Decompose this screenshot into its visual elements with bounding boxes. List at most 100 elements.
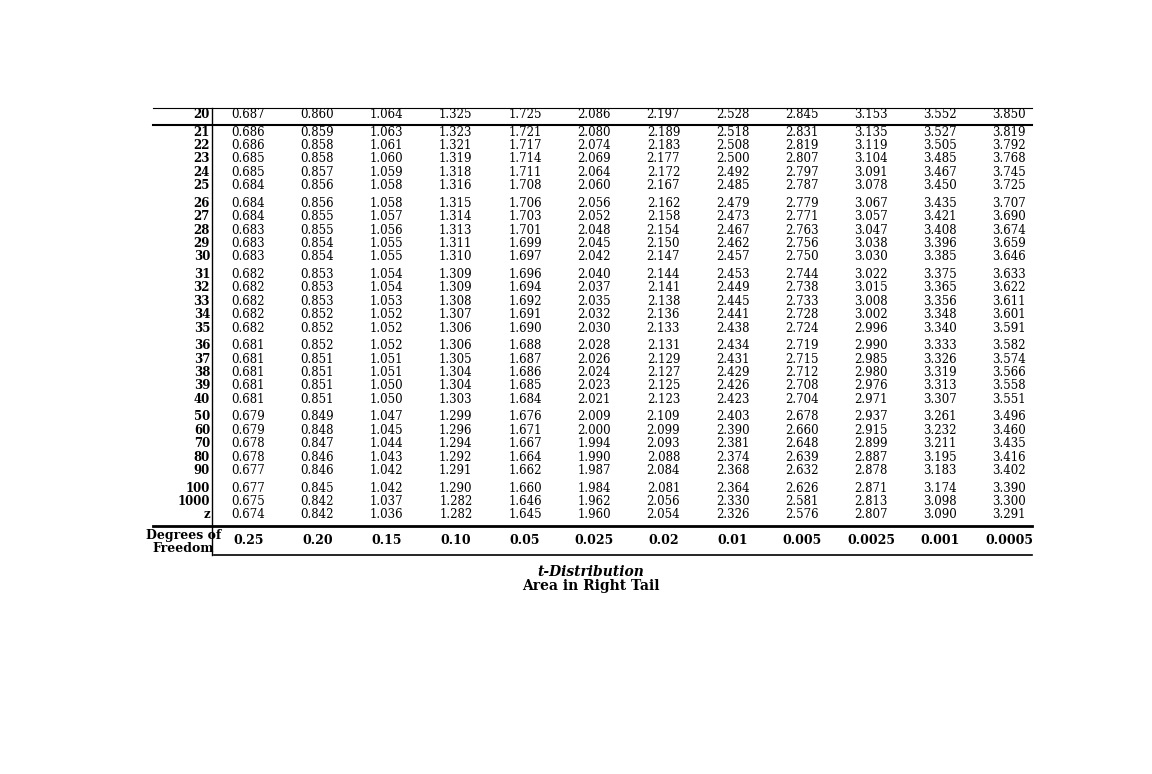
Text: 0.842: 0.842 <box>301 509 334 522</box>
Text: 1.290: 1.290 <box>439 481 472 495</box>
Text: 3.460: 3.460 <box>993 424 1026 437</box>
Text: 80: 80 <box>194 450 210 464</box>
Text: 1.063: 1.063 <box>370 125 403 139</box>
Text: 0.0025: 0.0025 <box>847 534 895 547</box>
Text: 1.984: 1.984 <box>577 481 611 495</box>
Text: 1.036: 1.036 <box>370 509 403 522</box>
Text: 2.040: 2.040 <box>577 268 611 281</box>
Text: 1.676: 1.676 <box>508 410 541 423</box>
Text: 2.937: 2.937 <box>854 410 888 423</box>
Text: 1.690: 1.690 <box>508 322 541 334</box>
Text: 2.756: 2.756 <box>785 237 819 250</box>
Text: 1.309: 1.309 <box>439 282 472 294</box>
Text: 2.576: 2.576 <box>785 509 819 522</box>
Text: 1.305: 1.305 <box>439 353 472 365</box>
Text: 2.639: 2.639 <box>785 450 819 464</box>
Text: 2.985: 2.985 <box>855 353 888 365</box>
Text: 2.771: 2.771 <box>785 211 819 223</box>
Text: 2.462: 2.462 <box>715 237 749 250</box>
Text: 0.851: 0.851 <box>301 353 334 365</box>
Text: 2.042: 2.042 <box>577 251 611 263</box>
Text: 3.375: 3.375 <box>923 268 957 281</box>
Text: 3.008: 3.008 <box>854 295 888 308</box>
Text: 1.282: 1.282 <box>439 495 472 508</box>
Text: 0.859: 0.859 <box>301 125 334 139</box>
Text: 0.25: 0.25 <box>233 534 264 547</box>
Text: 1.057: 1.057 <box>370 211 403 223</box>
Text: 1.717: 1.717 <box>508 139 541 152</box>
Text: 3.416: 3.416 <box>993 450 1026 464</box>
Text: 3.015: 3.015 <box>854 282 888 294</box>
Text: 36: 36 <box>194 339 210 352</box>
Text: 28: 28 <box>194 224 210 237</box>
Text: 1.701: 1.701 <box>508 224 541 237</box>
Text: 2.887: 2.887 <box>855 450 888 464</box>
Text: 3.402: 3.402 <box>993 464 1026 477</box>
Text: 2.056: 2.056 <box>646 495 680 508</box>
Text: 0.02: 0.02 <box>649 534 679 547</box>
Text: 1.044: 1.044 <box>370 437 403 450</box>
Text: 1.660: 1.660 <box>508 481 541 495</box>
Text: 2.131: 2.131 <box>646 339 680 352</box>
Text: 3.574: 3.574 <box>993 353 1026 365</box>
Text: 3.527: 3.527 <box>924 125 957 139</box>
Text: 2.037: 2.037 <box>577 282 611 294</box>
Text: 0.683: 0.683 <box>232 224 265 237</box>
Text: 2.704: 2.704 <box>785 393 819 406</box>
Text: 1.711: 1.711 <box>508 166 541 179</box>
Text: 2.374: 2.374 <box>715 450 750 464</box>
Text: 1.050: 1.050 <box>370 393 403 406</box>
Text: 2.141: 2.141 <box>646 282 680 294</box>
Text: 3.768: 3.768 <box>993 152 1026 166</box>
Text: 1.694: 1.694 <box>508 282 541 294</box>
Text: 3.390: 3.390 <box>993 481 1026 495</box>
Text: 2.032: 2.032 <box>577 308 611 321</box>
Text: 3.450: 3.450 <box>923 180 957 192</box>
Text: 0.15: 0.15 <box>371 534 402 547</box>
Text: 3.078: 3.078 <box>854 180 888 192</box>
Text: 2.845: 2.845 <box>785 108 819 121</box>
Text: 1.050: 1.050 <box>370 379 403 392</box>
Text: 1.321: 1.321 <box>439 139 472 152</box>
Text: 2.708: 2.708 <box>785 379 819 392</box>
Text: 1.282: 1.282 <box>439 509 472 522</box>
Text: 1.708: 1.708 <box>508 180 541 192</box>
Text: 2.158: 2.158 <box>646 211 680 223</box>
Text: 1.042: 1.042 <box>370 464 403 477</box>
Text: 0.852: 0.852 <box>301 308 334 321</box>
Text: 0.681: 0.681 <box>232 339 265 352</box>
Text: 3.098: 3.098 <box>924 495 957 508</box>
Text: 1.304: 1.304 <box>439 379 472 392</box>
Text: 1.054: 1.054 <box>370 282 403 294</box>
Text: 0.860: 0.860 <box>301 108 334 121</box>
Text: 1.725: 1.725 <box>508 108 541 121</box>
Text: 3.622: 3.622 <box>993 282 1026 294</box>
Text: 2.000: 2.000 <box>577 424 611 437</box>
Text: 2.133: 2.133 <box>646 322 680 334</box>
Text: 2.326: 2.326 <box>715 509 749 522</box>
Text: 2.189: 2.189 <box>646 125 680 139</box>
Text: z: z <box>204 509 210 522</box>
Text: 2.109: 2.109 <box>646 410 680 423</box>
Text: 0.025: 0.025 <box>575 534 614 547</box>
Text: 3.435: 3.435 <box>993 437 1026 450</box>
Text: 0.849: 0.849 <box>301 410 334 423</box>
Text: 100: 100 <box>185 481 210 495</box>
Text: 2.125: 2.125 <box>646 379 680 392</box>
Text: 2.048: 2.048 <box>577 224 611 237</box>
Text: 1.051: 1.051 <box>370 353 403 365</box>
Text: 2.453: 2.453 <box>715 268 750 281</box>
Text: 2.445: 2.445 <box>715 295 750 308</box>
Text: 1.987: 1.987 <box>577 464 611 477</box>
Text: 37: 37 <box>194 353 210 365</box>
Text: 2.138: 2.138 <box>646 295 680 308</box>
Text: 3.333: 3.333 <box>923 339 957 352</box>
Text: 0.853: 0.853 <box>301 295 334 308</box>
Text: 2.500: 2.500 <box>715 152 750 166</box>
Text: 1.058: 1.058 <box>370 197 403 210</box>
Text: 0.684: 0.684 <box>232 211 265 223</box>
Text: 21: 21 <box>194 125 210 139</box>
Text: 1.047: 1.047 <box>370 410 403 423</box>
Text: 0.682: 0.682 <box>232 282 265 294</box>
Text: 3.601: 3.601 <box>993 308 1026 321</box>
